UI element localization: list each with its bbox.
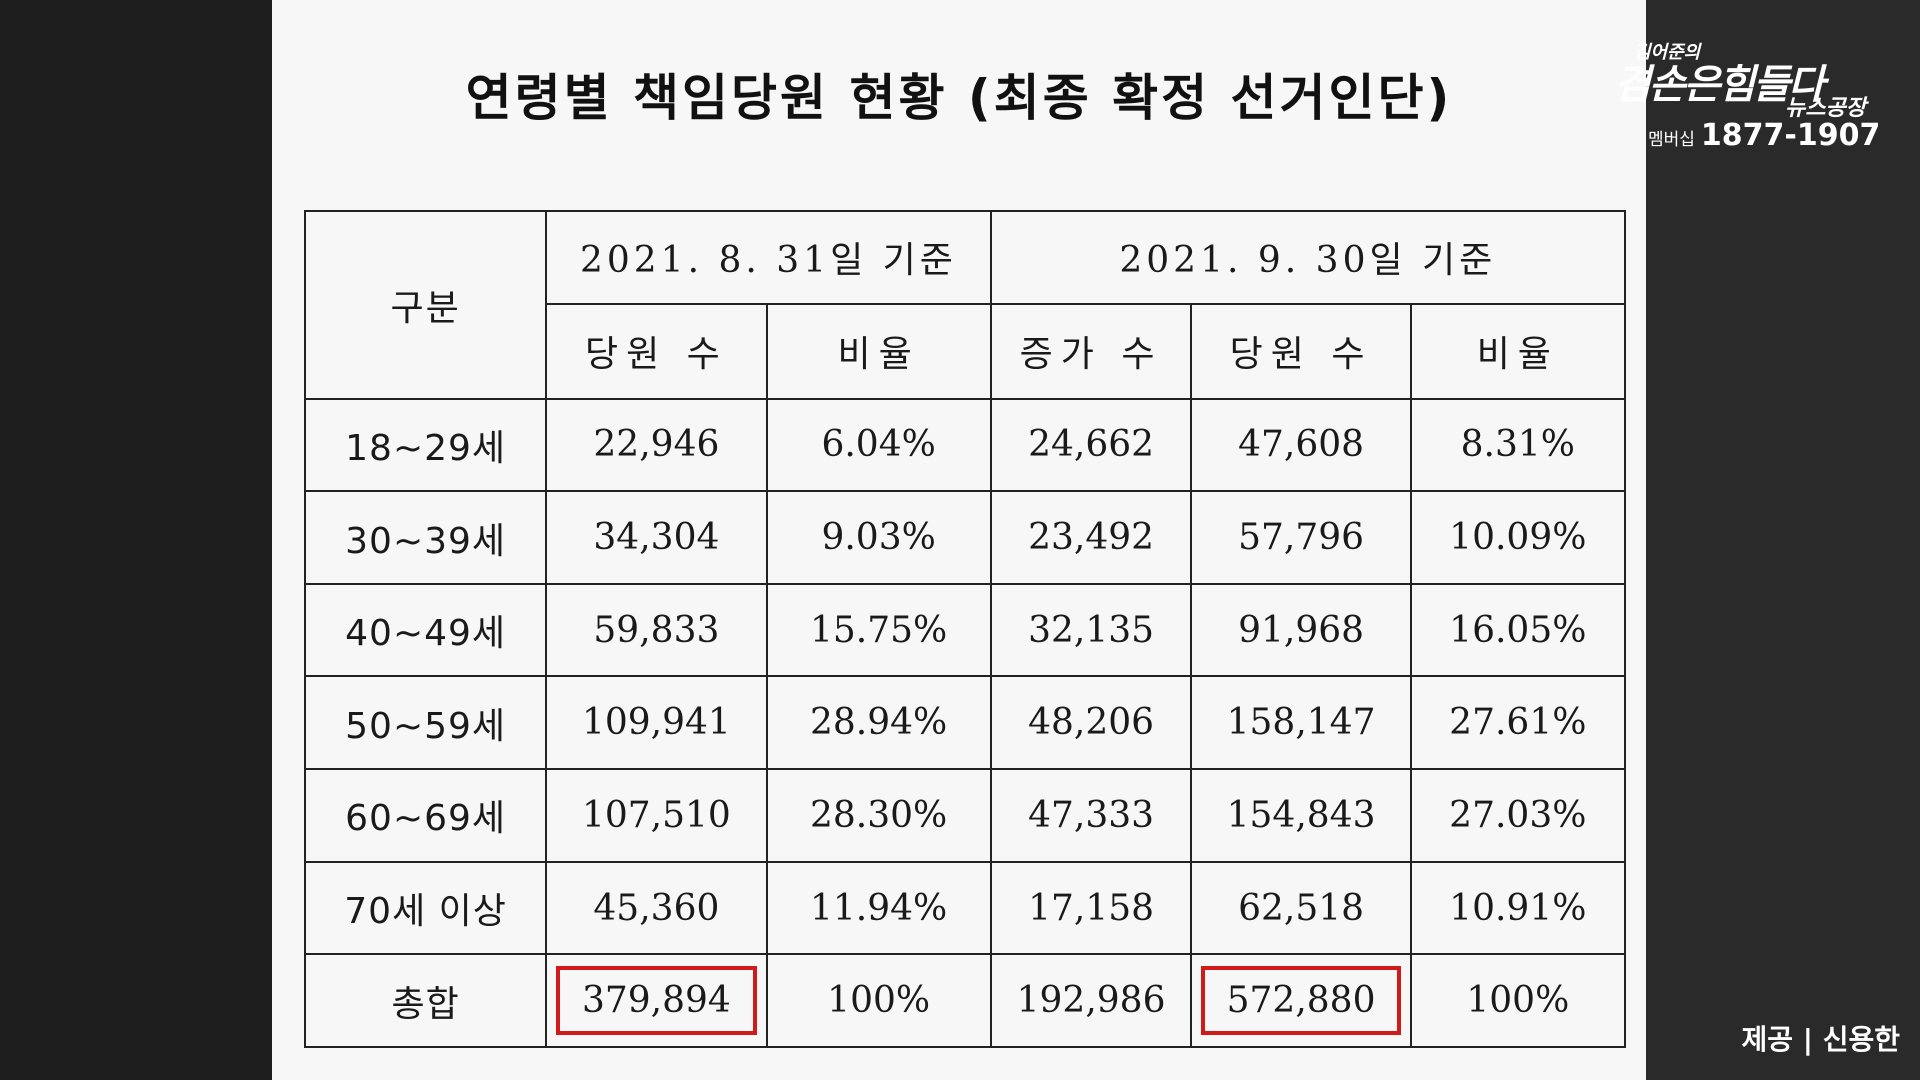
row-label: 60~69세 bbox=[303, 768, 548, 863]
table-row: 30~39세 34,304 9.03% 23,492 57,796 10.09% bbox=[303, 490, 1627, 585]
logo-line3: 뉴스공장 bbox=[1785, 96, 1866, 121]
table-cell: 32,135 bbox=[989, 582, 1193, 678]
table-cell: 91,968 bbox=[1190, 582, 1412, 678]
table-cell: 47,608 bbox=[1190, 397, 1412, 493]
row-label: 18~29세 bbox=[303, 397, 548, 493]
table-cell: 109,941 bbox=[545, 675, 768, 771]
period1-header: 2021. 8. 31일 기준 bbox=[545, 210, 992, 305]
table-row: 60~69세 107,510 28.30% 47,333 154,843 27.… bbox=[303, 768, 1627, 863]
table-cell: 59,833 bbox=[545, 582, 768, 678]
table-cell: 572,880 bbox=[1190, 953, 1412, 1048]
row-label: 30~39세 bbox=[303, 490, 548, 585]
table-cell: 8.31% bbox=[1409, 397, 1627, 493]
slide-title: 연령별 책임당원 현황 (최종 확정 선거인단) bbox=[465, 69, 1453, 127]
table-cell: 158,147 bbox=[1190, 675, 1412, 771]
table-cell: 34,304 bbox=[545, 490, 768, 585]
table-cell: 100% bbox=[765, 953, 992, 1048]
table-cell: 9.03% bbox=[765, 490, 992, 585]
logo-line2: 겸손은힘들다 bbox=[1614, 62, 1825, 108]
table-cell: 45,360 bbox=[545, 860, 768, 956]
table-cell: 192,986 bbox=[989, 953, 1193, 1048]
highlight-box: 572,880 bbox=[1200, 966, 1402, 1036]
table-cell: 62,518 bbox=[1190, 860, 1412, 956]
table-cell: 27.61% bbox=[1409, 675, 1627, 771]
table-cell: 107,510 bbox=[545, 768, 768, 863]
table-cell: 17,158 bbox=[989, 860, 1193, 956]
table-cell: 154,843 bbox=[1190, 768, 1412, 863]
row-label: 50~59세 bbox=[303, 675, 548, 771]
table-cell: 15.75% bbox=[765, 582, 992, 678]
left-background bbox=[0, 0, 272, 1080]
highlight-box: 379,894 bbox=[555, 966, 757, 1036]
col-header-members-aug: 당원 수 bbox=[545, 302, 768, 400]
table-row: 40~49세 59,833 15.75% 32,135 91,968 16.05… bbox=[303, 582, 1627, 678]
table-row: 50~59세 109,941 28.94% 48,206 158,147 27.… bbox=[303, 675, 1627, 771]
total-row: 총합 379,894 100% 192,986 572,880 100% bbox=[303, 953, 1627, 1048]
table-cell: 57,796 bbox=[1190, 490, 1412, 585]
table-cell: 379,894 bbox=[545, 953, 768, 1048]
row-label: 70세 이상 bbox=[303, 860, 548, 956]
table-cell: 22,946 bbox=[545, 397, 768, 493]
row-label: 총합 bbox=[303, 953, 548, 1048]
phone-number: 1877-1907 bbox=[1700, 118, 1881, 153]
table-cell: 48,206 bbox=[989, 675, 1193, 771]
header-row-columns: 당원 수 비율 증가 수 당원 수 비율 bbox=[305, 302, 1627, 400]
table-cell: 28.94% bbox=[765, 675, 992, 771]
table-cell: 100% bbox=[1409, 953, 1627, 1048]
table-cell: 24,662 bbox=[989, 397, 1193, 493]
source-credit: 제공 | 신용한 bbox=[1741, 1023, 1900, 1056]
period2-header: 2021. 9. 30일 기준 bbox=[989, 210, 1627, 305]
table-cell: 16.05% bbox=[1409, 582, 1627, 678]
table-cell: 11.94% bbox=[765, 860, 992, 956]
table-cell: 10.91% bbox=[1409, 860, 1627, 956]
col-header-ratio-sep: 비율 bbox=[1409, 302, 1627, 400]
table-cell: 47,333 bbox=[989, 768, 1193, 863]
party-member-table: 구분 2021. 8. 31일 기준 2021. 9. 30일 기준 당원 수 … bbox=[303, 210, 1627, 1048]
logo-line1: 김어준의 bbox=[1634, 42, 1701, 63]
table-row: 18~29세 22,946 6.04% 24,662 47,608 8.31% bbox=[303, 397, 1627, 493]
presentation-slide: 연령별 책임당원 현황 (최종 확정 선거인단) 구분 2021. 8. 31일… bbox=[272, 0, 1646, 1080]
header-row-dates: 구분 2021. 8. 31일 기준 2021. 9. 30일 기준 bbox=[303, 210, 1627, 400]
col-header-increase-sep: 증가 수 bbox=[989, 302, 1193, 400]
table-cell: 23,492 bbox=[989, 490, 1193, 585]
col-header-members-sep: 당원 수 bbox=[1190, 302, 1412, 400]
membership-label: 멤버십 bbox=[1648, 130, 1695, 150]
right-background bbox=[1646, 0, 1920, 1080]
table-cell: 27.03% bbox=[1409, 768, 1627, 863]
corner-header: 구분 bbox=[303, 210, 548, 400]
broadcast-logo: 김어준의 겸손은힘들다 뉴스공장 멤버십 1877-1907 bbox=[1614, 38, 1894, 153]
col-header-ratio-aug: 비율 bbox=[765, 302, 992, 400]
table-cell: 28.30% bbox=[765, 768, 992, 863]
logo-phone-line: 멤버십 1877-1907 bbox=[1648, 118, 1880, 153]
table-cell: 10.09% bbox=[1409, 490, 1627, 585]
table-row: 70세 이상 45,360 11.94% 17,158 62,518 10.91… bbox=[303, 860, 1627, 956]
table-cell: 6.04% bbox=[765, 397, 992, 493]
row-label: 40~49세 bbox=[303, 582, 548, 678]
